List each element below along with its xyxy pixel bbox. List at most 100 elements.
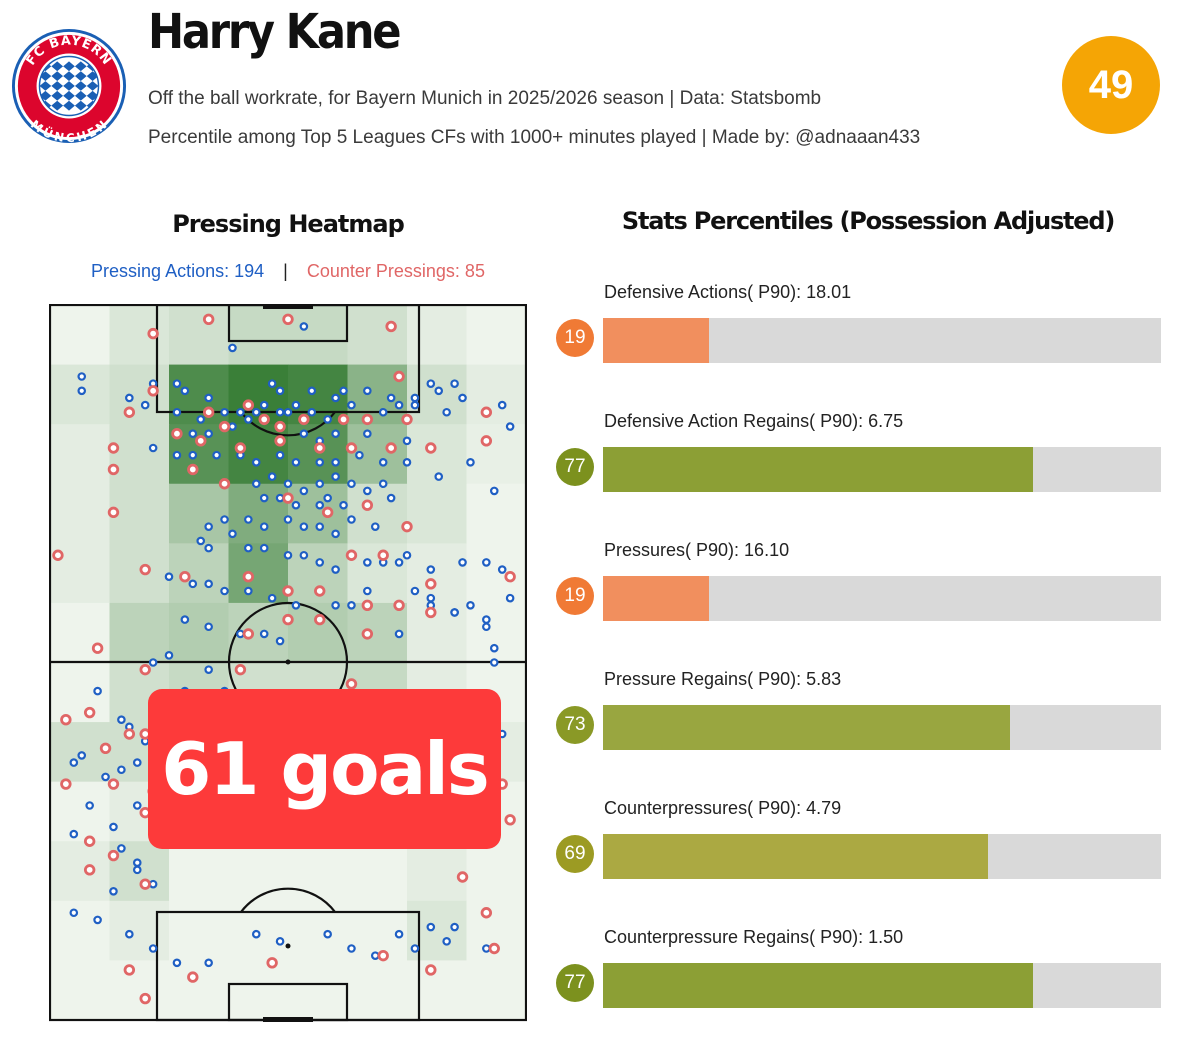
heatmap-cell xyxy=(407,841,467,902)
pressing-action-point xyxy=(180,615,190,624)
stat-label: Counterpressure Regains( P90): 1.50 xyxy=(604,927,904,947)
counter-pressing-point xyxy=(123,728,136,740)
counter-pressing-point xyxy=(202,406,215,418)
crest-lozenge xyxy=(69,66,81,77)
heatmap-cell xyxy=(109,602,170,663)
pressing-action-point xyxy=(196,415,206,424)
pressing-action-point xyxy=(132,801,142,810)
pressing-action-point xyxy=(283,407,293,417)
counter-pressing-point xyxy=(425,606,437,619)
pressing-action-point xyxy=(291,458,301,467)
pressing-action-point xyxy=(394,400,404,410)
counter-pressing-point xyxy=(195,435,207,447)
counter-pressing-point xyxy=(480,907,493,919)
pressing-action-point xyxy=(148,443,158,453)
pressing-action-point xyxy=(117,715,126,725)
pressing-action-point xyxy=(394,629,404,639)
counter-pressing-point xyxy=(234,442,247,454)
pressing-action-point xyxy=(426,593,436,603)
heatmap-cell xyxy=(347,305,408,366)
counter-pressing-point xyxy=(385,442,397,454)
heatmap-cell xyxy=(466,841,527,902)
counter-pressing-point xyxy=(282,613,294,626)
counter-pressing-point xyxy=(187,971,199,983)
pressing-action-point xyxy=(275,386,285,396)
pressing-action-point xyxy=(291,600,301,610)
pressing-action-point xyxy=(85,801,94,810)
counter-pressing-point xyxy=(425,442,437,454)
crest-lozenge xyxy=(80,66,93,77)
pressing-action-point xyxy=(220,407,229,417)
pressing-action-point xyxy=(188,579,198,589)
pressing-action-point xyxy=(426,922,436,932)
heatmap-title: Pressing Heatmap xyxy=(172,210,405,238)
pressing-action-point xyxy=(497,565,507,574)
pressing-action-point xyxy=(228,529,237,539)
counter-pressing-point xyxy=(345,442,358,454)
pressing-action-point xyxy=(497,400,507,410)
subtitle-percentile-note: Percentile among Top 5 Leagues CFs with … xyxy=(148,127,921,148)
stat-bar-track xyxy=(603,705,1161,750)
pressing-action-point xyxy=(275,450,285,460)
counter-pressing-point xyxy=(107,442,120,454)
pressing-action-point xyxy=(450,608,459,617)
counter-pressing-point xyxy=(393,370,405,383)
stat-label: Defensive Actions( P90): 18.01 xyxy=(604,282,852,302)
counter-pressing-point xyxy=(504,814,516,826)
counter-pressing-point xyxy=(242,628,255,640)
pressing-action-point xyxy=(204,958,213,968)
heatmap-cell xyxy=(50,602,110,663)
crest-lozenge xyxy=(39,76,46,86)
pressing-action-point xyxy=(347,479,356,489)
overall-percentile-badge: 49 xyxy=(1062,36,1160,134)
pressing-action-point xyxy=(172,407,182,417)
pressing-action-point xyxy=(267,472,277,481)
penalty-spot xyxy=(285,943,291,949)
pressing-action-point xyxy=(148,944,158,953)
player-name: Harry Kane xyxy=(148,4,402,60)
heatmap-cell xyxy=(228,841,289,902)
counter-pressing-point xyxy=(314,442,326,454)
pressing-action-point xyxy=(482,558,491,567)
pressing-action-point xyxy=(101,772,110,782)
crest-lozenge xyxy=(63,61,75,72)
counter-pressing-point xyxy=(266,957,278,969)
heatmap-cell xyxy=(169,483,229,544)
pressing-action-point xyxy=(299,550,309,560)
heatmap-cell xyxy=(466,543,527,604)
pressing-action-point xyxy=(132,858,142,868)
pressing-action-point xyxy=(267,593,277,603)
counter-pressing-point xyxy=(107,506,120,519)
stats-title: Stats Percentiles (Possession Adjusted) xyxy=(621,207,1115,235)
heatmap-cell xyxy=(109,483,170,544)
crest-lozenge xyxy=(63,100,75,111)
pressing-action-point xyxy=(132,758,142,767)
counter-pressing-point xyxy=(202,313,215,326)
heatmap-cell xyxy=(466,305,527,366)
counter-pressing-point xyxy=(377,949,389,962)
pressing-action-point xyxy=(410,586,420,596)
heatmap-cell xyxy=(169,960,229,1021)
crest-lozenge xyxy=(51,100,64,111)
counter-pressing-point xyxy=(425,964,437,976)
pressing-action-point xyxy=(458,558,467,567)
pressing-action-point xyxy=(378,407,388,417)
heatmap-cell xyxy=(288,602,348,663)
crest-lozenge xyxy=(74,100,87,111)
counter-pressing-point xyxy=(337,413,350,426)
crest-lozenge xyxy=(39,81,52,91)
pressing-action-point xyxy=(378,479,388,489)
pressing-action-point xyxy=(77,372,87,381)
pressing-action-point xyxy=(363,429,372,439)
pressing-action-point xyxy=(283,479,293,489)
pressing-action-point xyxy=(386,393,396,403)
pressing-action-point xyxy=(283,515,293,524)
pressing-action-point xyxy=(315,522,325,531)
pressing-action-point xyxy=(93,915,102,925)
pressing-action-point xyxy=(489,486,499,496)
counter-pressing-point xyxy=(123,406,136,418)
heatmap-cell xyxy=(347,841,408,902)
pressing-action-point xyxy=(244,415,253,424)
counter-pressing-point xyxy=(274,420,286,433)
counter-pressing-point xyxy=(107,778,120,790)
